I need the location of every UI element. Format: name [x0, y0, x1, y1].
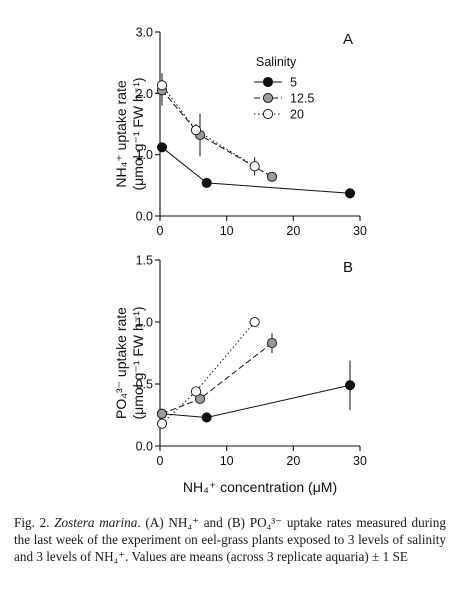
- panel-label: B: [343, 259, 353, 276]
- data-point-20: [249, 161, 260, 172]
- legend-marker: [262, 108, 274, 120]
- data-point-5: [344, 380, 356, 391]
- x-tick-label: 30: [353, 224, 367, 238]
- data-point-20: [190, 386, 202, 397]
- series-line-20: [161, 85, 255, 167]
- series-line-5: [161, 384, 351, 418]
- y-axis-label-units: (μmol g⁻¹ FW h⁻¹): [130, 77, 146, 190]
- data-point-5: [201, 177, 212, 188]
- data-point-20: [156, 80, 168, 91]
- y-tick-label: 1.0: [136, 148, 153, 162]
- y-tick-label: 0.5: [136, 378, 153, 392]
- legend-title: Salinity: [256, 55, 297, 69]
- caption-text: . (A) NH₄⁺ and (B) PO₄³⁻ uptake rates me…: [14, 515, 446, 564]
- y-axis-label: PO₄³⁻ uptake rate: [113, 307, 129, 419]
- data-point-5: [156, 142, 168, 153]
- data-point-20: [249, 316, 260, 328]
- figure-caption: Fig. 2. Zostera marina. (A) NH₄⁺ and (B)…: [14, 514, 446, 565]
- panel-a: 0.0 1.0 2.0 3.0 0 10 20 30 NH₄⁺ uptake rate (μmol…: [113, 26, 367, 239]
- y-tick-label: 1.5: [136, 254, 153, 268]
- data-point-20: [190, 125, 202, 136]
- panel-label: A: [343, 31, 353, 48]
- data-point-5: [344, 188, 356, 199]
- x-tick-label: 0: [157, 454, 164, 468]
- legend-entry: 20: [290, 108, 304, 122]
- legend-entry: 12.5: [290, 92, 314, 106]
- legend-marker: [262, 92, 274, 104]
- y-tick-label: 0.0: [136, 210, 153, 224]
- x-tick-label: 30: [353, 454, 367, 468]
- data-point-5: [201, 412, 212, 423]
- legend-entry: 5: [290, 76, 297, 90]
- caption-label: Fig. 2.: [14, 515, 50, 530]
- y-tick-label: 0.0: [136, 440, 153, 454]
- y-tick-label: 3.0: [136, 26, 153, 40]
- y-tick-label: 2.0: [136, 87, 153, 101]
- x-tick-label: 10: [220, 224, 234, 238]
- y-axis-label: NH₄⁺ uptake rate: [113, 80, 129, 187]
- y-axis-label-units: (μmol g⁻¹ FW h⁻¹): [130, 306, 146, 419]
- x-tick-label: 20: [286, 454, 300, 468]
- legend-marker: [262, 76, 274, 88]
- panel-b: 0.0 0.5 1.0 1.5 0 10 20 30 PO₄³⁻ uptake rate (μmo…: [113, 254, 367, 496]
- x-tick-label: 0: [157, 224, 164, 238]
- data-point-12-5: [266, 338, 278, 349]
- y-tick-label: 1.0: [136, 316, 153, 330]
- data-point-12-5: [266, 171, 278, 182]
- data-point-12-5: [156, 408, 168, 419]
- series-line-12-5: [161, 342, 273, 415]
- data-point-20: [156, 418, 168, 429]
- x-axis-label: NH₄⁺ concentration (μM): [183, 479, 337, 495]
- caption-species: Zostera marina: [54, 515, 138, 530]
- x-tick-label: 20: [286, 224, 300, 238]
- x-tick-label: 10: [220, 454, 234, 468]
